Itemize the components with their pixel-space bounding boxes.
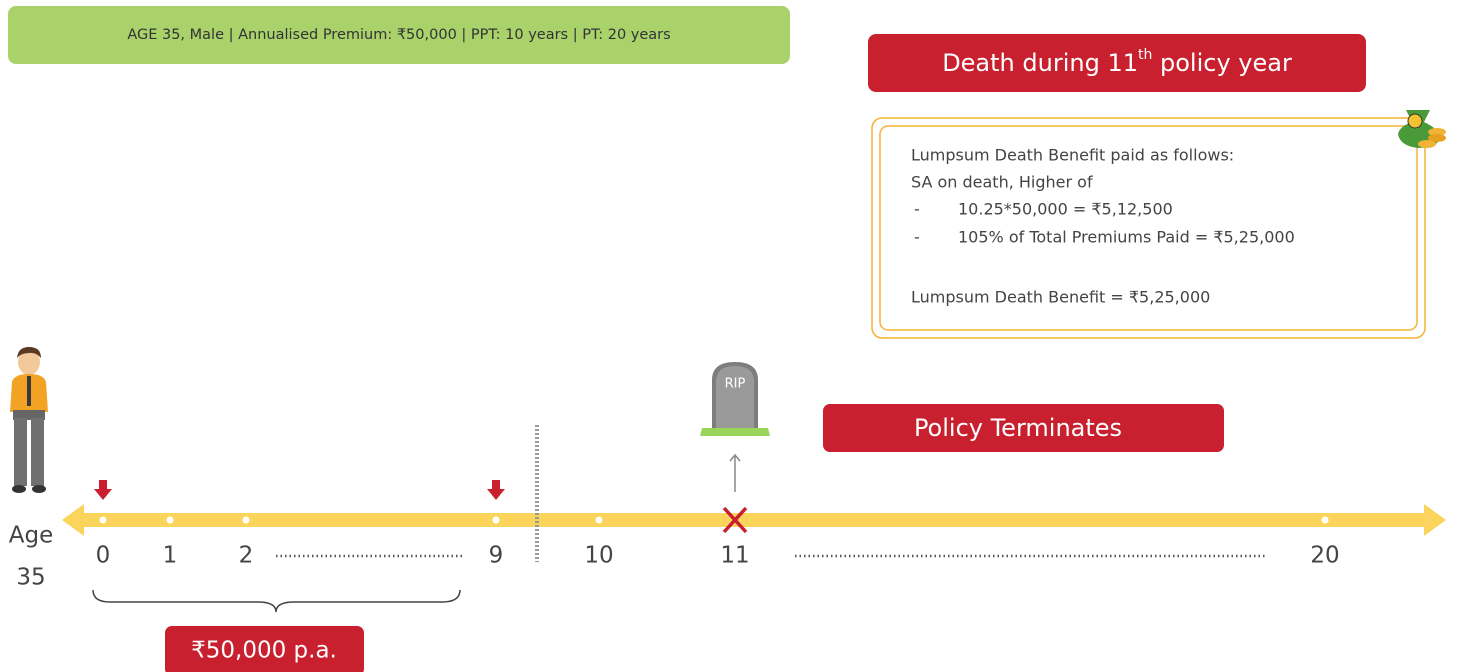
timeline-point-label: 2 — [239, 543, 254, 569]
age-label: Age — [9, 523, 53, 549]
banner-text: AGE 35, Male | Annualised Premium: ₹50,0… — [127, 27, 670, 43]
timeline-dot — [167, 517, 174, 524]
premium-arrow — [94, 480, 112, 500]
tombstone-label: RIP — [725, 377, 746, 392]
heading-prefix: Death during 11 — [942, 49, 1138, 77]
benefit-option: 105% of Total Premiums Paid = ₹5,25,000 — [958, 228, 1295, 247]
benefit-result: Lumpsum Death Benefit = ₹5,25,000 — [911, 288, 1210, 307]
timeline-point-label: 1 — [163, 543, 178, 569]
timeline-point-label: 10 — [584, 543, 613, 569]
benefit-condition: SA on death, Higher of — [911, 173, 1093, 192]
diagram: AGE 35, Male | Annualised Premium: ₹50,0… — [0, 0, 1463, 672]
timeline-dot — [243, 517, 250, 524]
timeline-dot — [596, 517, 603, 524]
timeline-point-label: 9 — [489, 543, 504, 569]
timeline-point-label: 20 — [1310, 543, 1339, 569]
premium-label: ₹50,000 p.a. — [191, 638, 337, 664]
timeline-dot — [493, 517, 500, 524]
heading-suffix: policy year — [1152, 49, 1292, 77]
timeline-bar — [78, 513, 1430, 527]
timeline-point-label: 0 — [96, 543, 111, 569]
benefit-intro: Lumpsum Death Benefit paid as follows: — [911, 146, 1234, 165]
age-value: 35 — [16, 565, 45, 591]
timeline-point-label: 11 — [720, 543, 749, 569]
benefit-option: 10.25*50,000 = ₹5,12,500 — [958, 200, 1173, 219]
benefit-marker: - — [914, 200, 920, 219]
timeline-dot — [100, 517, 107, 524]
up-arrow — [730, 455, 740, 492]
person-icon — [10, 347, 48, 493]
death-heading: Death during 11th policy year — [942, 47, 1292, 77]
heading-superscript: th — [1138, 47, 1152, 63]
timeline-dot — [1322, 517, 1329, 524]
termination-label: Policy Terminates — [914, 414, 1122, 442]
page: AGE 35, Male | Annualised Premium: ₹50,0… — [0, 0, 1463, 672]
tombstone-icon — [700, 362, 770, 436]
premium-brace — [93, 590, 460, 612]
timeline-arrow-right — [1424, 504, 1446, 536]
money-bag-icon — [1398, 110, 1446, 148]
premium-arrow — [487, 480, 505, 500]
timeline-arrow-left — [62, 504, 84, 536]
benefit-marker: - — [914, 228, 920, 247]
